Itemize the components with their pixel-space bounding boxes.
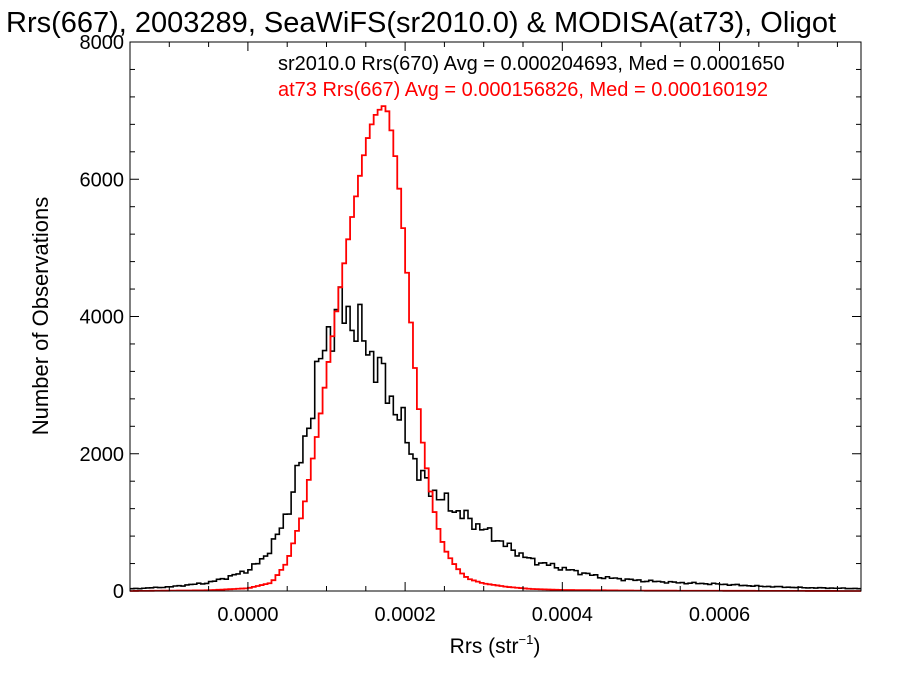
y-tick-label: 0 [113, 581, 124, 603]
plot-area [130, 105, 861, 592]
legend-entry-sr2010: sr2010.0 Rrs(670) Avg = 0.000204693, Med… [278, 53, 785, 75]
y-axis-label: Number of Observations [28, 197, 53, 435]
x-axis-label-sup: −1 [519, 632, 534, 647]
y-tick-label: 8000 [80, 32, 125, 54]
x-tick-label: 0.0002 [375, 604, 436, 626]
x-tick-label: 0.0004 [532, 604, 593, 626]
x-axis: 0.0000 0.0002 0.0004 0.0006 [168, 42, 838, 626]
x-axis-label: Rrs (str−1) [450, 632, 541, 658]
x-axis-label-main: Rrs (str [450, 635, 519, 658]
y-tick-label: 2000 [80, 444, 125, 466]
chart-title: Rrs(667), 2003289, SeaWiFS(sr2010.0) & M… [6, 7, 836, 39]
x-tick-label: 0.0006 [689, 604, 750, 626]
y-axis: 0 2000 4000 6000 8000 [80, 32, 861, 603]
legend-entry-at73: at73 Rrs(667) Avg = 0.000156826, Med = 0… [278, 79, 768, 101]
y-tick-label: 4000 [80, 307, 125, 329]
x-axis-label-close: ) [533, 635, 540, 658]
x-tick-label: 0.0000 [217, 604, 278, 626]
histogram-series-1 [130, 105, 861, 592]
plot-frame [129, 41, 862, 592]
histogram-series-0 [130, 286, 861, 590]
legend: sr2010.0 Rrs(670) Avg = 0.000204693, Med… [278, 53, 785, 101]
y-tick-label: 6000 [80, 169, 125, 191]
